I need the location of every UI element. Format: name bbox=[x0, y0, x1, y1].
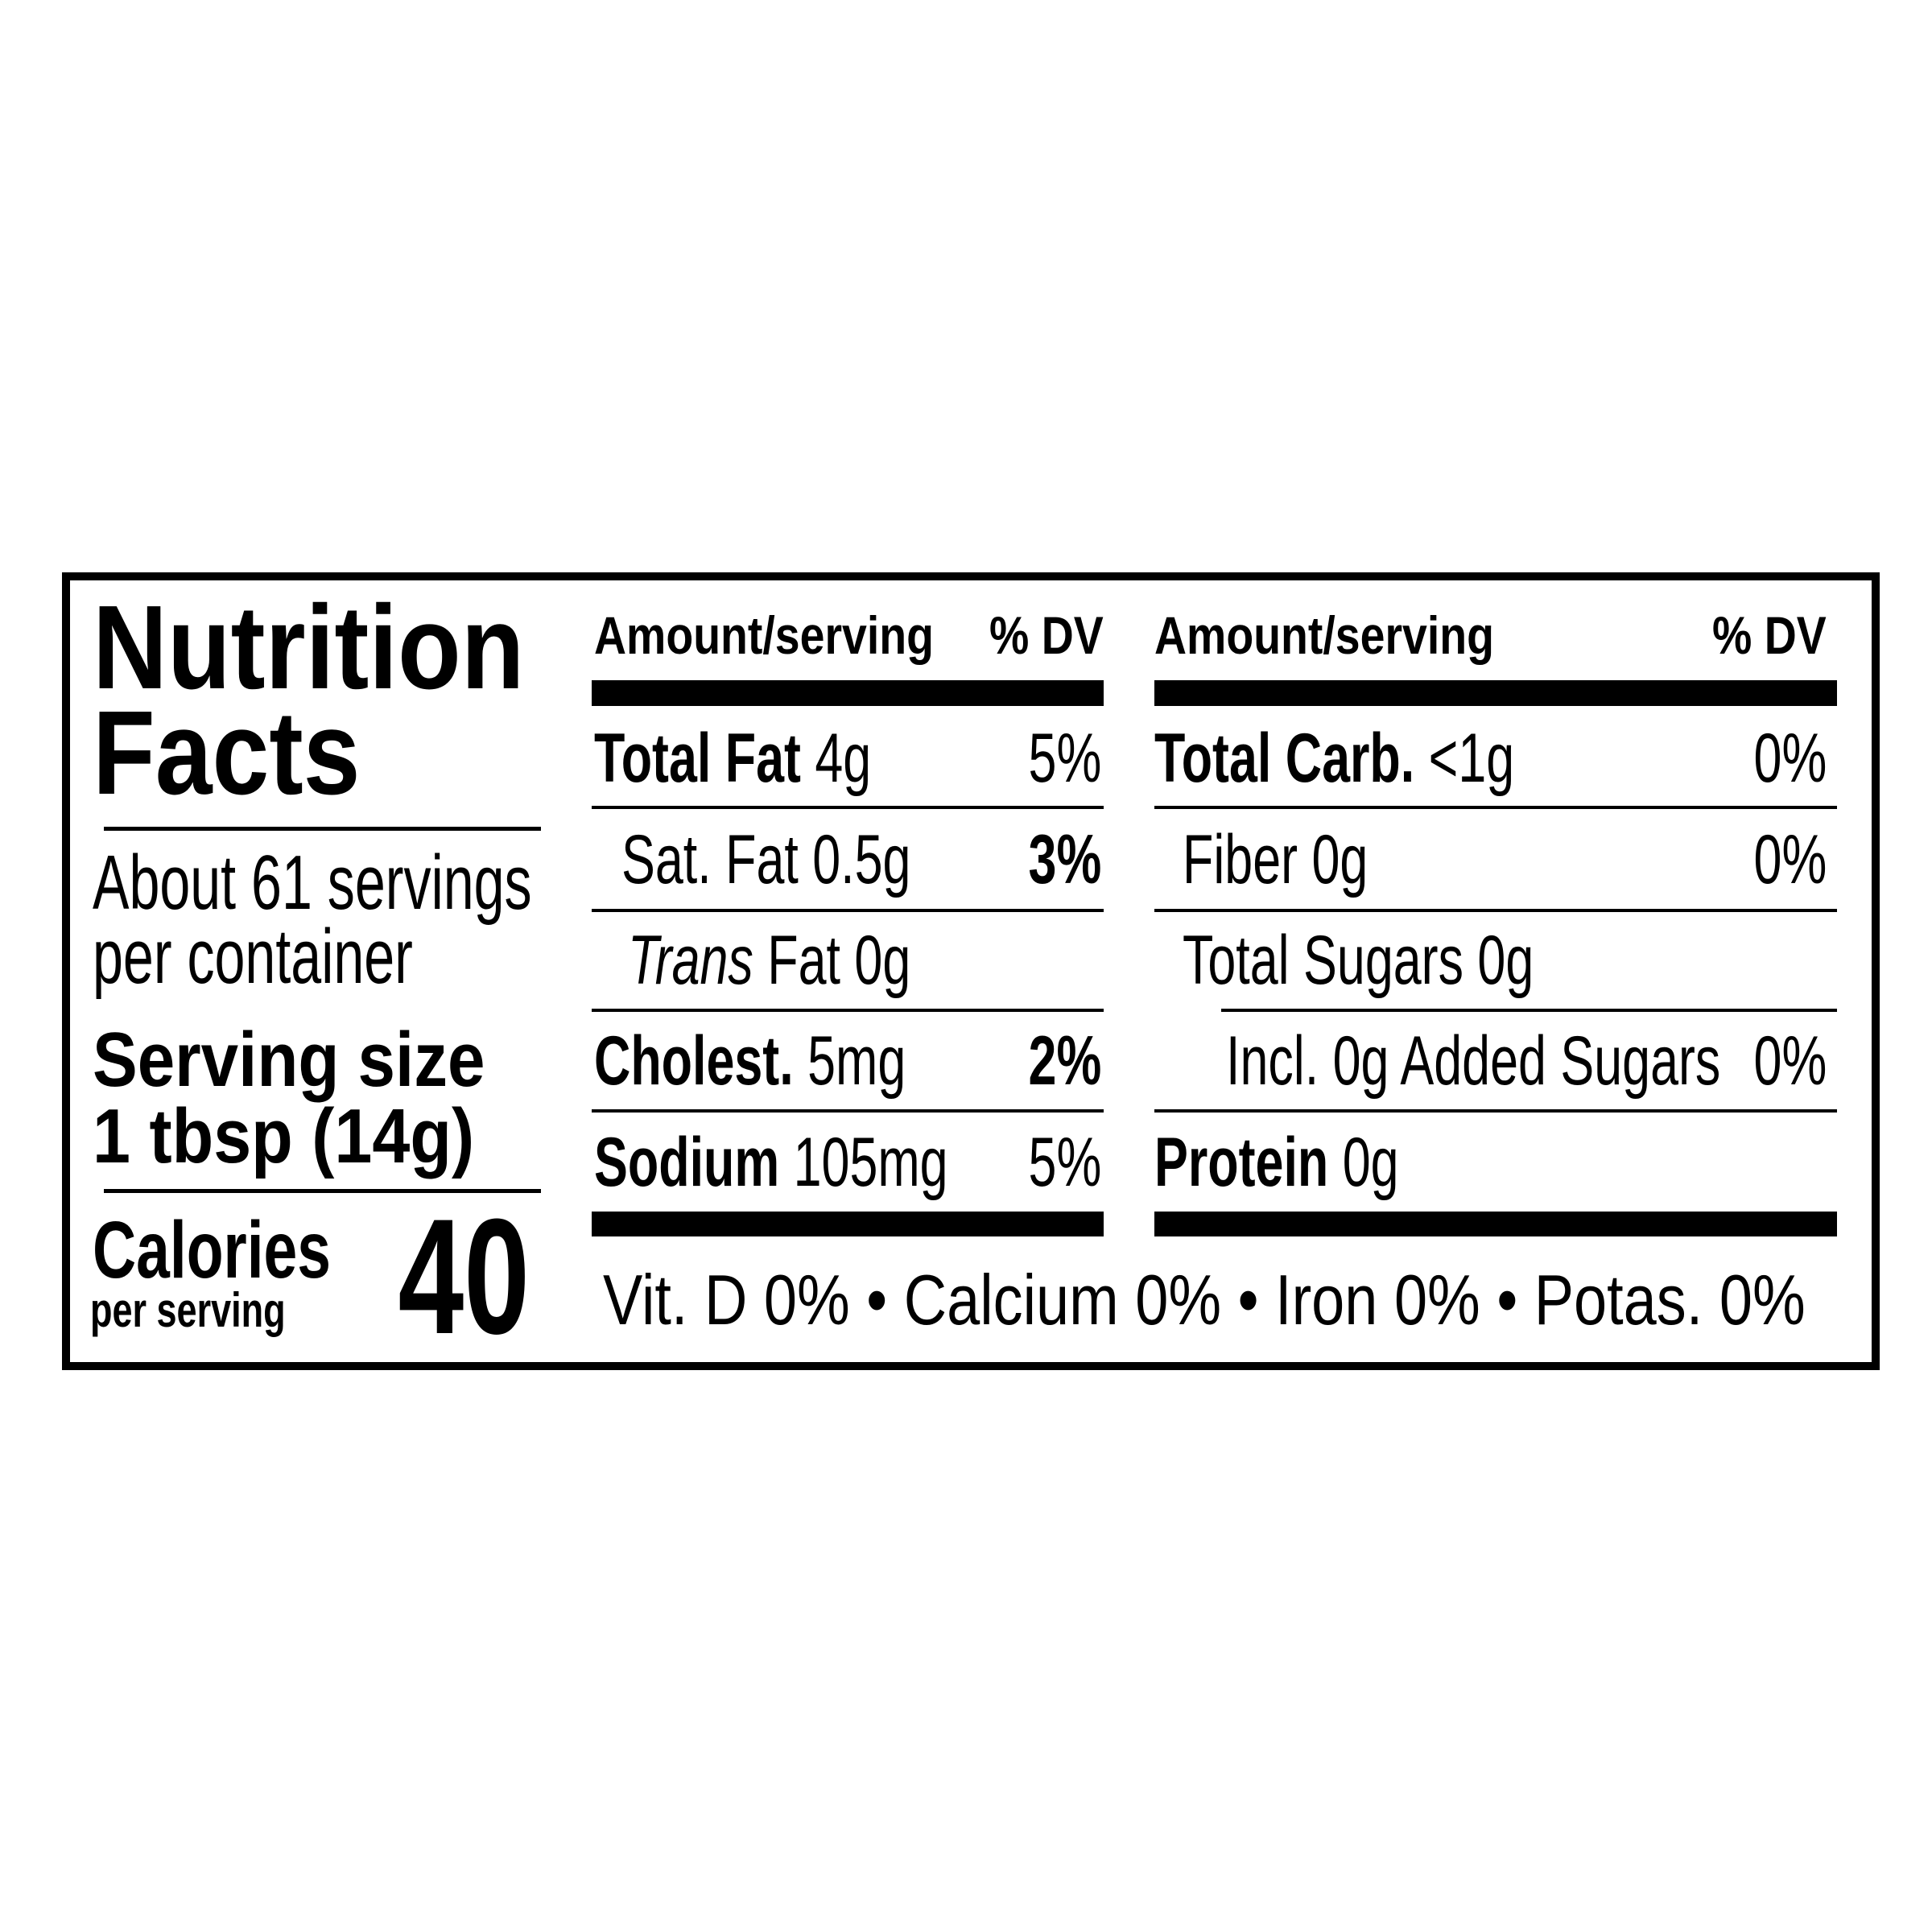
total-carb-label: Total Carb. bbox=[1154, 720, 1415, 797]
protein-amount: 0g bbox=[1342, 1124, 1399, 1201]
sodium-amount: 105mg bbox=[793, 1124, 948, 1201]
total-fat-label: Total Fat bbox=[594, 720, 801, 797]
sat-fat-dv: 3% bbox=[1028, 821, 1101, 898]
total-carb-row: Total Carb. <1g bbox=[1154, 724, 1514, 793]
middle-header-dv: % DV bbox=[989, 605, 1104, 665]
middle-header-amount: Amount/serving bbox=[594, 605, 935, 665]
divider bbox=[1154, 1109, 1837, 1113]
cholesterol-label: Cholest. bbox=[594, 1022, 794, 1100]
divider bbox=[592, 1009, 1104, 1012]
right-header-dv: % DV bbox=[1712, 605, 1827, 665]
title-facts: Facts bbox=[93, 687, 361, 819]
cholesterol-dv: 2% bbox=[1028, 1022, 1101, 1100]
sodium-label: Sodium bbox=[594, 1124, 780, 1201]
servings-per-container: About 61 servings bbox=[93, 840, 532, 926]
sat-fat-label: Sat. Fat 0.5g bbox=[621, 821, 911, 898]
servings-per-container-2: per container bbox=[93, 914, 413, 1000]
calories-label: Calories bbox=[93, 1205, 331, 1295]
serving-size-label: Serving size bbox=[93, 1017, 485, 1103]
divider bbox=[592, 806, 1104, 809]
trans-fat-italic: Trans bbox=[628, 922, 753, 999]
divider bbox=[592, 1109, 1104, 1113]
vitamins-minerals: Vit. D 0% • Calcium 0% • Iron 0% • Potas… bbox=[603, 1260, 1806, 1340]
divider bbox=[592, 909, 1104, 912]
divider bbox=[104, 827, 541, 831]
total-sugars-label: Total Sugars 0g bbox=[1183, 922, 1534, 999]
protein-label: Protein bbox=[1154, 1124, 1329, 1201]
sodium-row: Sodium 105mg bbox=[594, 1128, 948, 1197]
trans-fat-label: Fat 0g bbox=[767, 922, 911, 999]
nutrition-facts-panel bbox=[62, 572, 1880, 1370]
total-fat-row: Total Fat 4g bbox=[594, 724, 871, 793]
sodium-dv: 5% bbox=[1028, 1124, 1101, 1201]
total-fat-amount: 4g bbox=[815, 720, 872, 797]
calories-per-serving: per serving bbox=[90, 1283, 286, 1337]
calories-value: 40 bbox=[398, 1185, 530, 1368]
fiber-label: Fiber 0g bbox=[1183, 821, 1368, 898]
fiber-dv: 0% bbox=[1753, 821, 1827, 898]
thick-bar bbox=[1154, 1212, 1837, 1236]
divider bbox=[104, 1189, 541, 1193]
serving-size-value: 1 tbsp (14g) bbox=[93, 1093, 475, 1179]
total-carb-dv: 0% bbox=[1753, 720, 1827, 797]
thick-bar bbox=[592, 680, 1104, 706]
thick-bar bbox=[592, 1212, 1104, 1236]
added-sugars-dv: 0% bbox=[1753, 1022, 1827, 1100]
cholesterol-amount: 5mg bbox=[807, 1022, 906, 1100]
divider bbox=[1221, 1009, 1837, 1012]
added-sugars-label: Incl. 0g Added Sugars bbox=[1226, 1022, 1721, 1100]
trans-fat-row: Trans Fat 0g bbox=[628, 926, 910, 995]
right-header-amount: Amount/serving bbox=[1154, 605, 1495, 665]
total-fat-dv: 5% bbox=[1028, 720, 1101, 797]
title-nutrition: Nutrition bbox=[93, 581, 525, 714]
divider bbox=[1154, 806, 1837, 809]
cholesterol-row: Cholest. 5mg bbox=[594, 1026, 906, 1096]
divider bbox=[1154, 909, 1837, 912]
thick-bar bbox=[1154, 680, 1837, 706]
total-carb-amount: <1g bbox=[1428, 720, 1515, 797]
protein-row: Protein 0g bbox=[1154, 1128, 1399, 1197]
